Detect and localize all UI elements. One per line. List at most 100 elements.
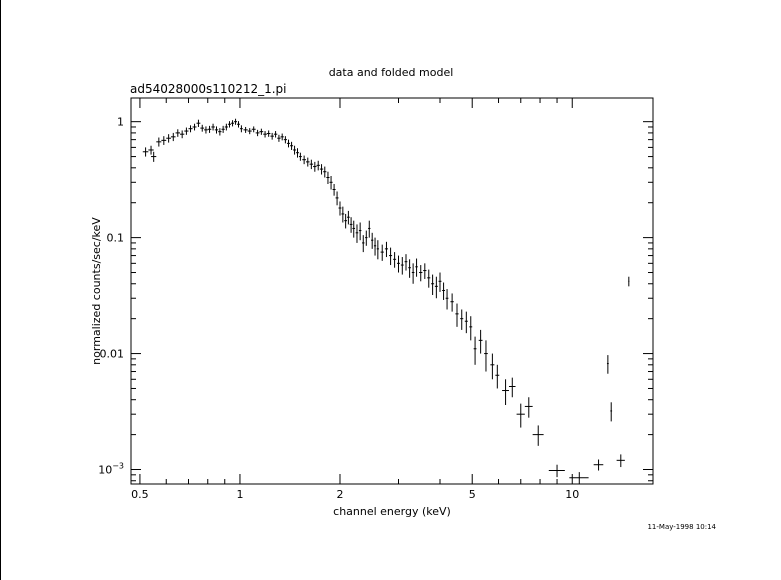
x-tick-label: 5 (469, 488, 476, 501)
data-point (286, 139, 291, 148)
y-tick-label: 0.01 (100, 348, 125, 361)
data-points (142, 118, 630, 484)
x-axis-tick-labels: 0.5 1 2 5 10 (131, 488, 579, 501)
data-point (270, 132, 274, 140)
data-point (423, 263, 427, 279)
y-tick-label: 10−3 (98, 462, 124, 477)
data-point (302, 155, 306, 165)
x-axis-ticks (139, 98, 573, 484)
x-tick-label: 0.5 (131, 488, 149, 501)
x-tick-label: 10 (565, 488, 579, 501)
data-point (358, 222, 362, 241)
data-point (283, 136, 287, 144)
data-point (234, 118, 238, 125)
data-point (524, 397, 533, 418)
data-point (376, 240, 379, 260)
data-point (207, 125, 212, 133)
data-point (434, 276, 438, 299)
data-point (610, 402, 613, 422)
data-point (319, 164, 324, 175)
data-point (196, 119, 201, 127)
data-point (192, 123, 197, 131)
data-point (214, 126, 219, 134)
data-point (170, 132, 176, 142)
data-point (326, 171, 330, 185)
chart-subtitle: ad54028000s110212_1.pi (130, 82, 287, 96)
data-point (273, 131, 278, 138)
data-point (151, 151, 157, 162)
data-point (502, 379, 509, 406)
data-point (184, 127, 189, 135)
data-point (516, 403, 525, 428)
data-point (411, 263, 415, 284)
data-point (221, 125, 225, 133)
data-point (397, 255, 400, 273)
data-point (616, 454, 625, 468)
data-point (355, 224, 359, 243)
data-point (473, 336, 477, 365)
data-point (255, 129, 260, 137)
data-point (316, 160, 320, 171)
data-point (450, 293, 454, 312)
data-point (469, 316, 473, 341)
data-point (179, 130, 185, 139)
data-point (384, 241, 389, 258)
data-point (628, 276, 630, 287)
data-point (224, 123, 228, 131)
data-point (393, 252, 397, 268)
data-point (445, 289, 449, 310)
data-point (335, 191, 339, 206)
data-point (231, 120, 235, 127)
plot-frame (130, 97, 654, 485)
data-point (427, 269, 431, 288)
data-point (247, 128, 252, 135)
data-point (606, 355, 609, 374)
data-point (371, 232, 374, 249)
window-left-edge (0, 0, 1, 580)
data-point (569, 472, 589, 484)
data-point (455, 303, 459, 327)
data-point (419, 265, 423, 282)
data-point (175, 129, 180, 137)
data-point (142, 147, 149, 157)
data-point (349, 217, 353, 233)
data-point (373, 237, 377, 256)
data-point (362, 235, 365, 253)
data-point (365, 230, 368, 246)
data-point (200, 124, 205, 132)
data-point (508, 377, 516, 398)
data-point (313, 161, 317, 172)
data-point (259, 128, 264, 135)
data-point (478, 329, 483, 354)
data-point (323, 166, 327, 178)
data-point (368, 220, 371, 238)
data-point (280, 133, 284, 141)
x-axis-label: channel energy (keV) (333, 505, 451, 518)
data-point (166, 134, 171, 143)
data-point (204, 126, 208, 134)
data-point (532, 425, 544, 446)
data-point (415, 258, 418, 277)
data-point (266, 130, 271, 137)
data-point (404, 254, 408, 271)
data-point (460, 309, 464, 330)
y-axis-label: normalized counts/sec/keV (90, 217, 103, 365)
data-point (227, 121, 232, 128)
data-point (332, 184, 336, 196)
x-tick-label: 2 (336, 488, 343, 501)
data-point (490, 353, 495, 380)
data-point (188, 125, 193, 133)
data-point (380, 244, 384, 261)
data-point (329, 175, 333, 190)
data-point (298, 152, 302, 161)
data-point (161, 136, 167, 145)
data-point (218, 128, 222, 136)
timestamp: 11-May-1998 10:14 (647, 523, 716, 531)
data-point (438, 272, 442, 292)
data-point (290, 141, 294, 150)
data-point (239, 125, 243, 133)
data-point (347, 210, 350, 225)
data-point (408, 259, 411, 278)
data-point (548, 464, 565, 478)
data-point (237, 121, 240, 128)
